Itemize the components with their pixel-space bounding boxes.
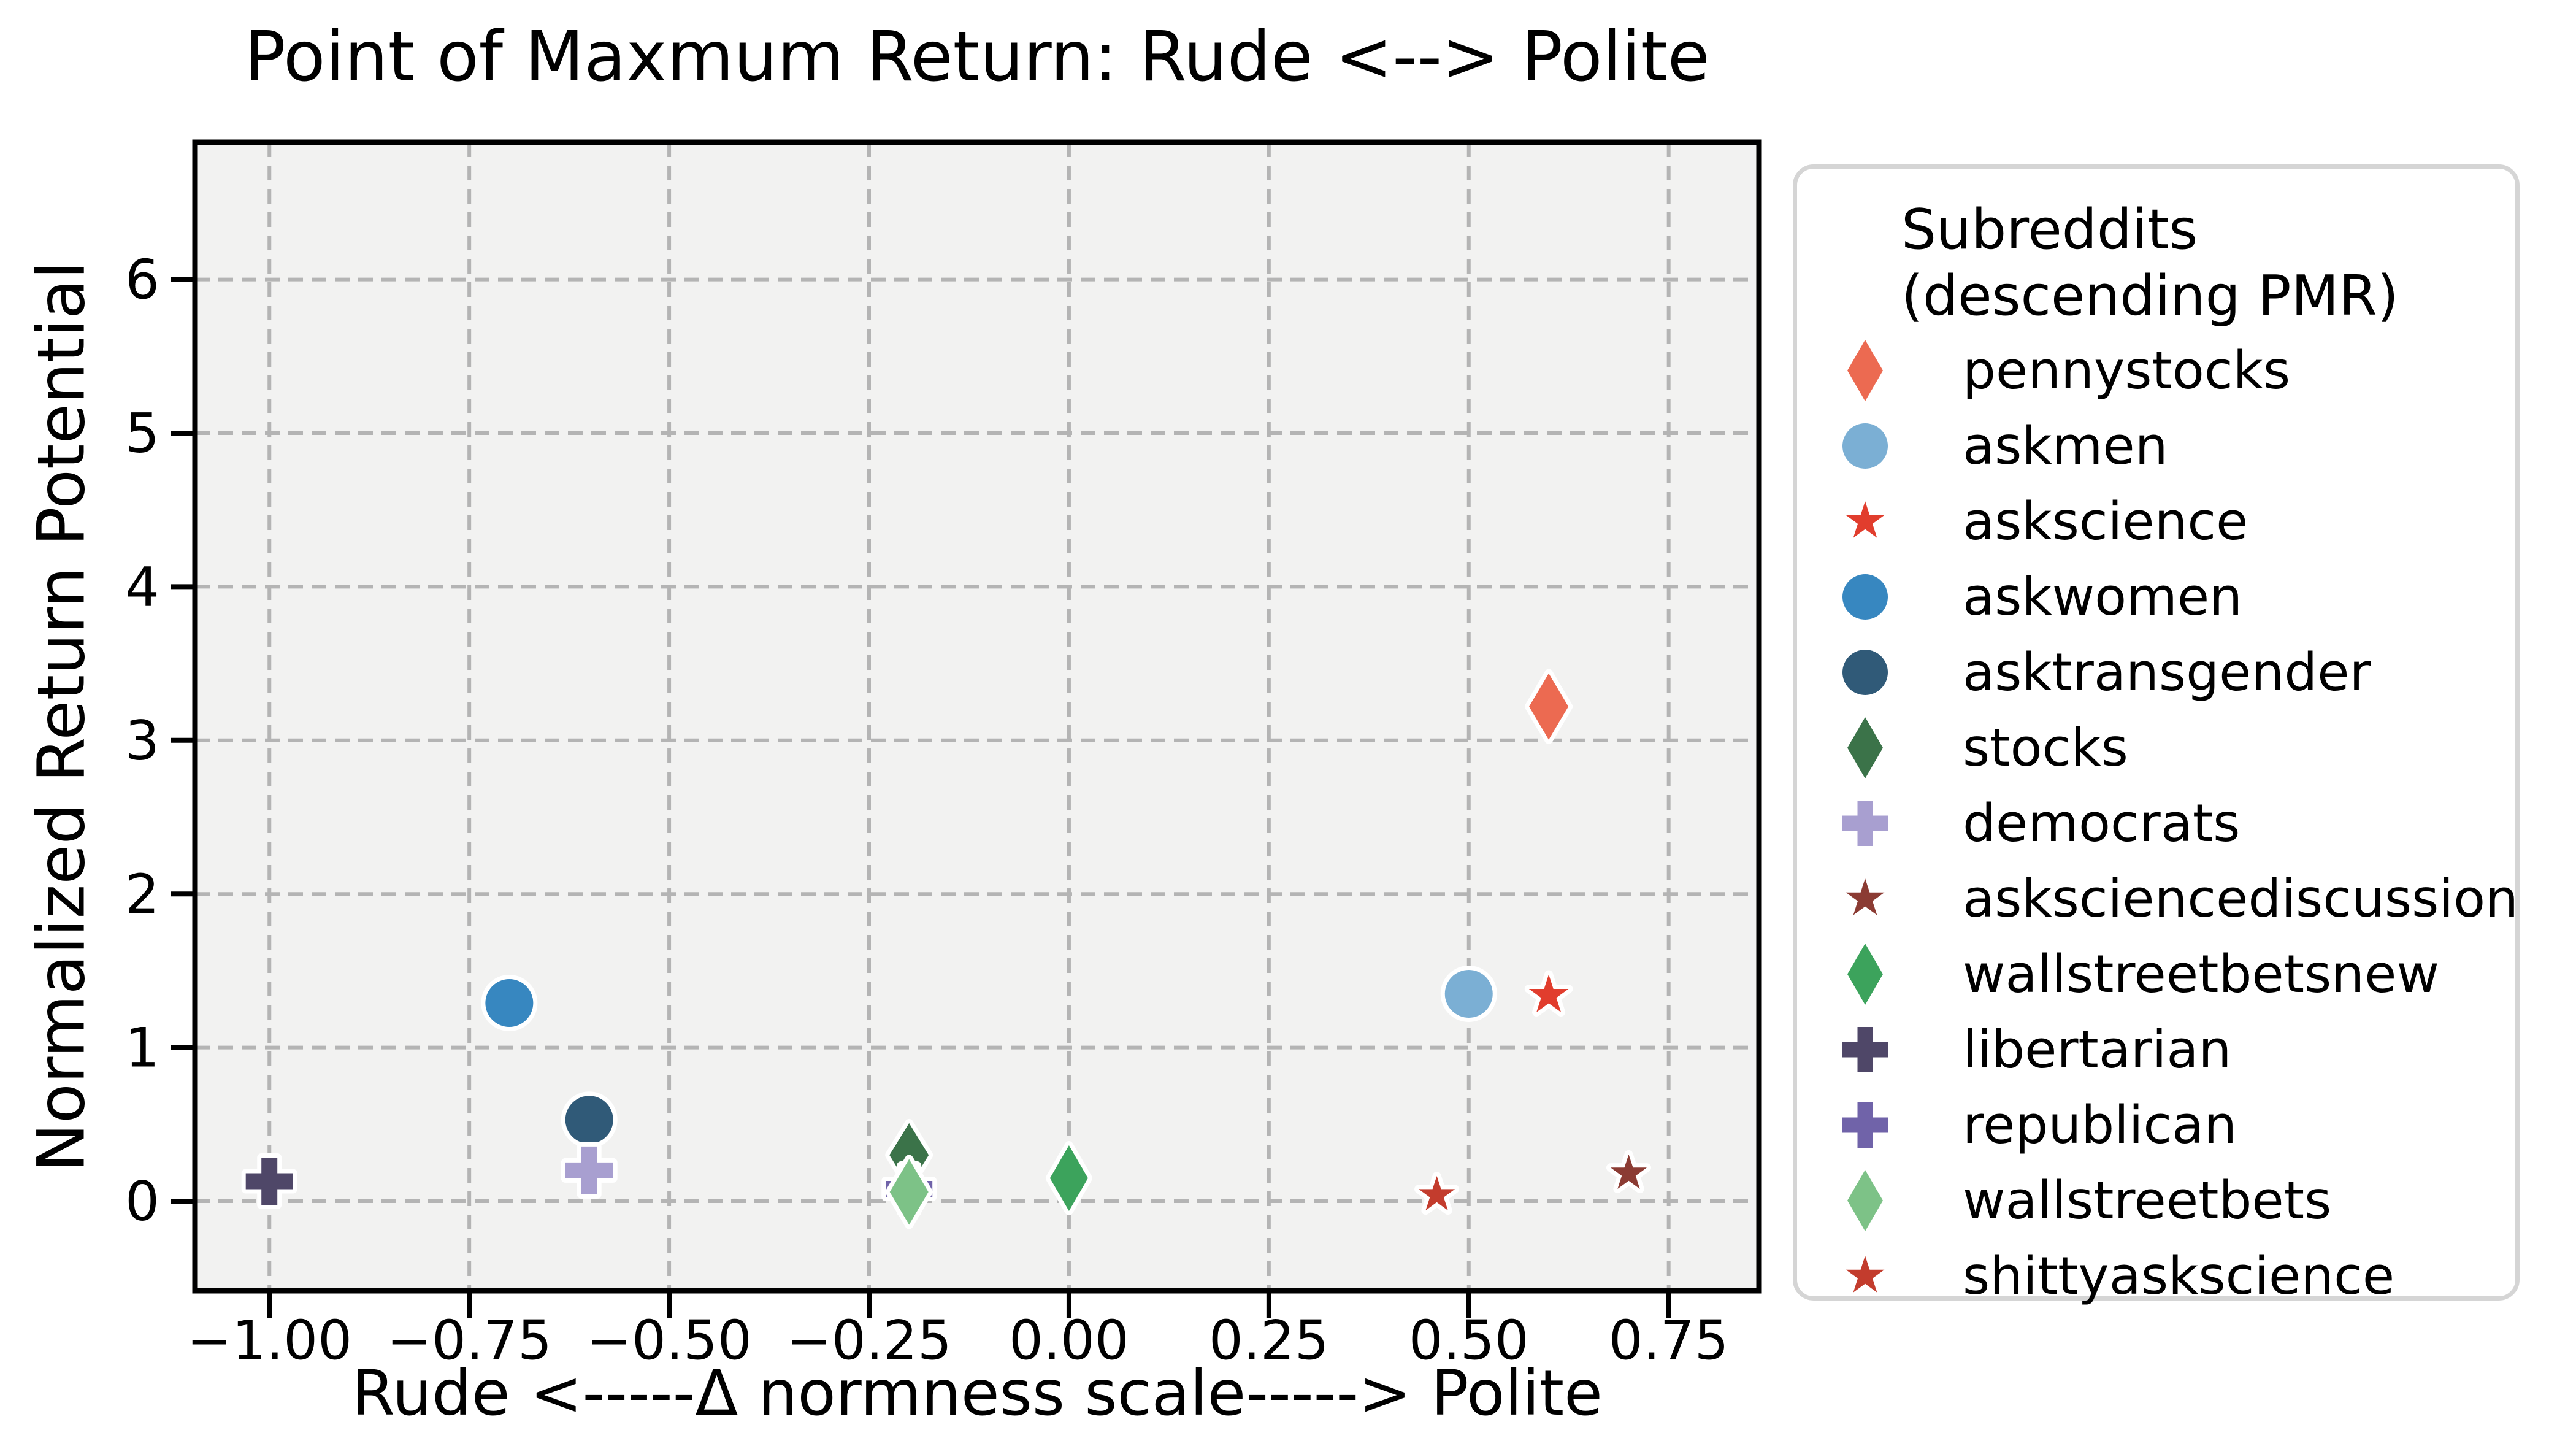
thin-diamond-marker-glyph (1847, 717, 1883, 778)
legend-item-askwomen: askwomen (1819, 559, 2515, 635)
y-tick-label: 6 (125, 248, 159, 312)
legend-items: pennystocks askmen askscience askwomen asktr… (1819, 333, 2518, 1314)
legend-item-shittyaskscience: shittyaskscience (1819, 1239, 2515, 1314)
data-point-askmen (1440, 965, 1497, 1022)
star-marker-glyph (1846, 501, 1885, 538)
y-tick-label: 0 (125, 1170, 159, 1233)
thin-diamond-marker-icon (1847, 944, 1883, 1005)
legend-label-askmen: askmen (1963, 416, 2168, 477)
legend-label-pennystocks: pennystocks (1963, 340, 2291, 401)
legend-item-republican: republican (1819, 1088, 2515, 1163)
y-tick-label: 4 (125, 555, 159, 618)
plus-marker-icon (1842, 1102, 1888, 1148)
y-tick-label: 2 (125, 863, 159, 926)
axes-background (195, 142, 1759, 1291)
thin-diamond-marker-icon (1847, 340, 1883, 401)
data-point-askscience (1524, 970, 1573, 1017)
x-tick-label: −1.00 (186, 1309, 352, 1372)
legend-label-shittyaskscience: shittyaskscience (1963, 1246, 2395, 1307)
x-axis-label: Rude <-----Δ normness scale-----> Polite (351, 1357, 1603, 1430)
star-marker-icon (1846, 1256, 1885, 1293)
star-marker-icon (1846, 501, 1885, 538)
data-point-wallstreetbetsnew (1045, 1141, 1092, 1215)
legend-label-wallstreetbets: wallstreetbets (1963, 1171, 2332, 1231)
data-point-pennystocks (1525, 669, 1573, 744)
legend-label-stocks: stocks (1963, 718, 2128, 778)
x-tick-label: 0.00 (1009, 1309, 1129, 1372)
plus-marker-glyph (1842, 1027, 1888, 1072)
legend-label-democrats: democrats (1963, 793, 2241, 854)
y-axis-label: Normalized Return Potential (23, 261, 99, 1172)
legend-title: Subreddits (descending PMR) (1901, 197, 2515, 329)
chart-title: Point of Maxmum Return: Rude <--> Polite (244, 17, 1710, 97)
y-tick-label: 5 (125, 402, 159, 465)
circle-marker-icon (1842, 423, 1888, 469)
data-point-shittyaskscience (1414, 1172, 1460, 1215)
legend-title-line1: Subreddits (1901, 198, 2198, 262)
legend-title-line2: (descending PMR) (1901, 264, 2399, 328)
circle-marker-icon (1842, 574, 1888, 620)
legend-label-libertarian: libertarian (1963, 1020, 2232, 1080)
legend-label-wallstreetbetsnew: wallstreetbetsnew (1963, 944, 2439, 1005)
legend-item-democrats: democrats (1819, 786, 2515, 861)
circle-marker-glyph (1842, 574, 1888, 620)
x-tick-label: −0.50 (586, 1309, 752, 1372)
legend-item-wallstreetbetsnew: wallstreetbetsnew (1819, 937, 2515, 1012)
legend-item-asksciencediscussion: asksciencediscussion (1819, 861, 2518, 937)
thin-diamond-marker-glyph (1847, 340, 1883, 401)
data-point-asksciencediscussion (1606, 1150, 1651, 1194)
thin-diamond-marker-icon (1847, 717, 1883, 778)
legend-item-stocks: stocks (1819, 710, 2515, 786)
legend-item-askscience: askscience (1819, 484, 2515, 559)
circle-marker-glyph (1842, 423, 1888, 469)
circle-marker-glyph (1842, 650, 1888, 695)
plus-marker-icon (1842, 801, 1888, 846)
legend-item-libertarian: libertarian (1819, 1012, 2515, 1088)
legend-label-asksciencediscussion: asksciencediscussion (1963, 869, 2518, 929)
legend-label-asktransgender: asktransgender (1963, 642, 2371, 703)
legend-item-askmen: askmen (1819, 409, 2515, 484)
star-marker-glyph (1846, 878, 1885, 915)
axes-spines (192, 139, 1762, 1294)
x-tick-label: 0.75 (1609, 1309, 1729, 1372)
plus-marker-glyph (1842, 1102, 1888, 1148)
data-point-democrats (561, 1142, 618, 1199)
circle-marker-icon (1842, 650, 1888, 695)
data-point-libertarian (241, 1153, 297, 1209)
x-tick-label: 0.25 (1209, 1309, 1329, 1372)
data-point-askwomen (481, 974, 538, 1031)
thin-diamond-marker-glyph (1847, 1170, 1883, 1231)
y-tick-label: 1 (125, 1017, 159, 1080)
plus-marker-glyph (1842, 801, 1888, 846)
star-marker-glyph (1846, 1256, 1885, 1293)
x-tick-label: 0.50 (1409, 1309, 1529, 1372)
data-point-asktransgender (561, 1091, 618, 1148)
legend-label-askwomen: askwomen (1963, 567, 2243, 628)
legend: Subreddits (descending PMR) pennystocks a… (1793, 164, 2520, 1307)
y-tick-label: 3 (125, 709, 159, 772)
legend-item-pennystocks: pennystocks (1819, 333, 2515, 409)
x-tick-label: −0.75 (386, 1309, 552, 1372)
x-tick-label: −0.25 (786, 1309, 952, 1372)
legend-label-republican: republican (1963, 1095, 2237, 1156)
legend-item-asktransgender: asktransgender (1819, 635, 2515, 710)
plus-marker-icon (1842, 1027, 1888, 1072)
legend-item-wallstreetbets: wallstreetbets (1819, 1163, 2515, 1239)
thin-diamond-marker-glyph (1847, 944, 1883, 1005)
data-point-wallstreetbets (885, 1155, 933, 1229)
star-marker-icon (1846, 878, 1885, 915)
legend-label-askscience: askscience (1963, 491, 2248, 552)
thin-diamond-marker-icon (1847, 1170, 1883, 1231)
